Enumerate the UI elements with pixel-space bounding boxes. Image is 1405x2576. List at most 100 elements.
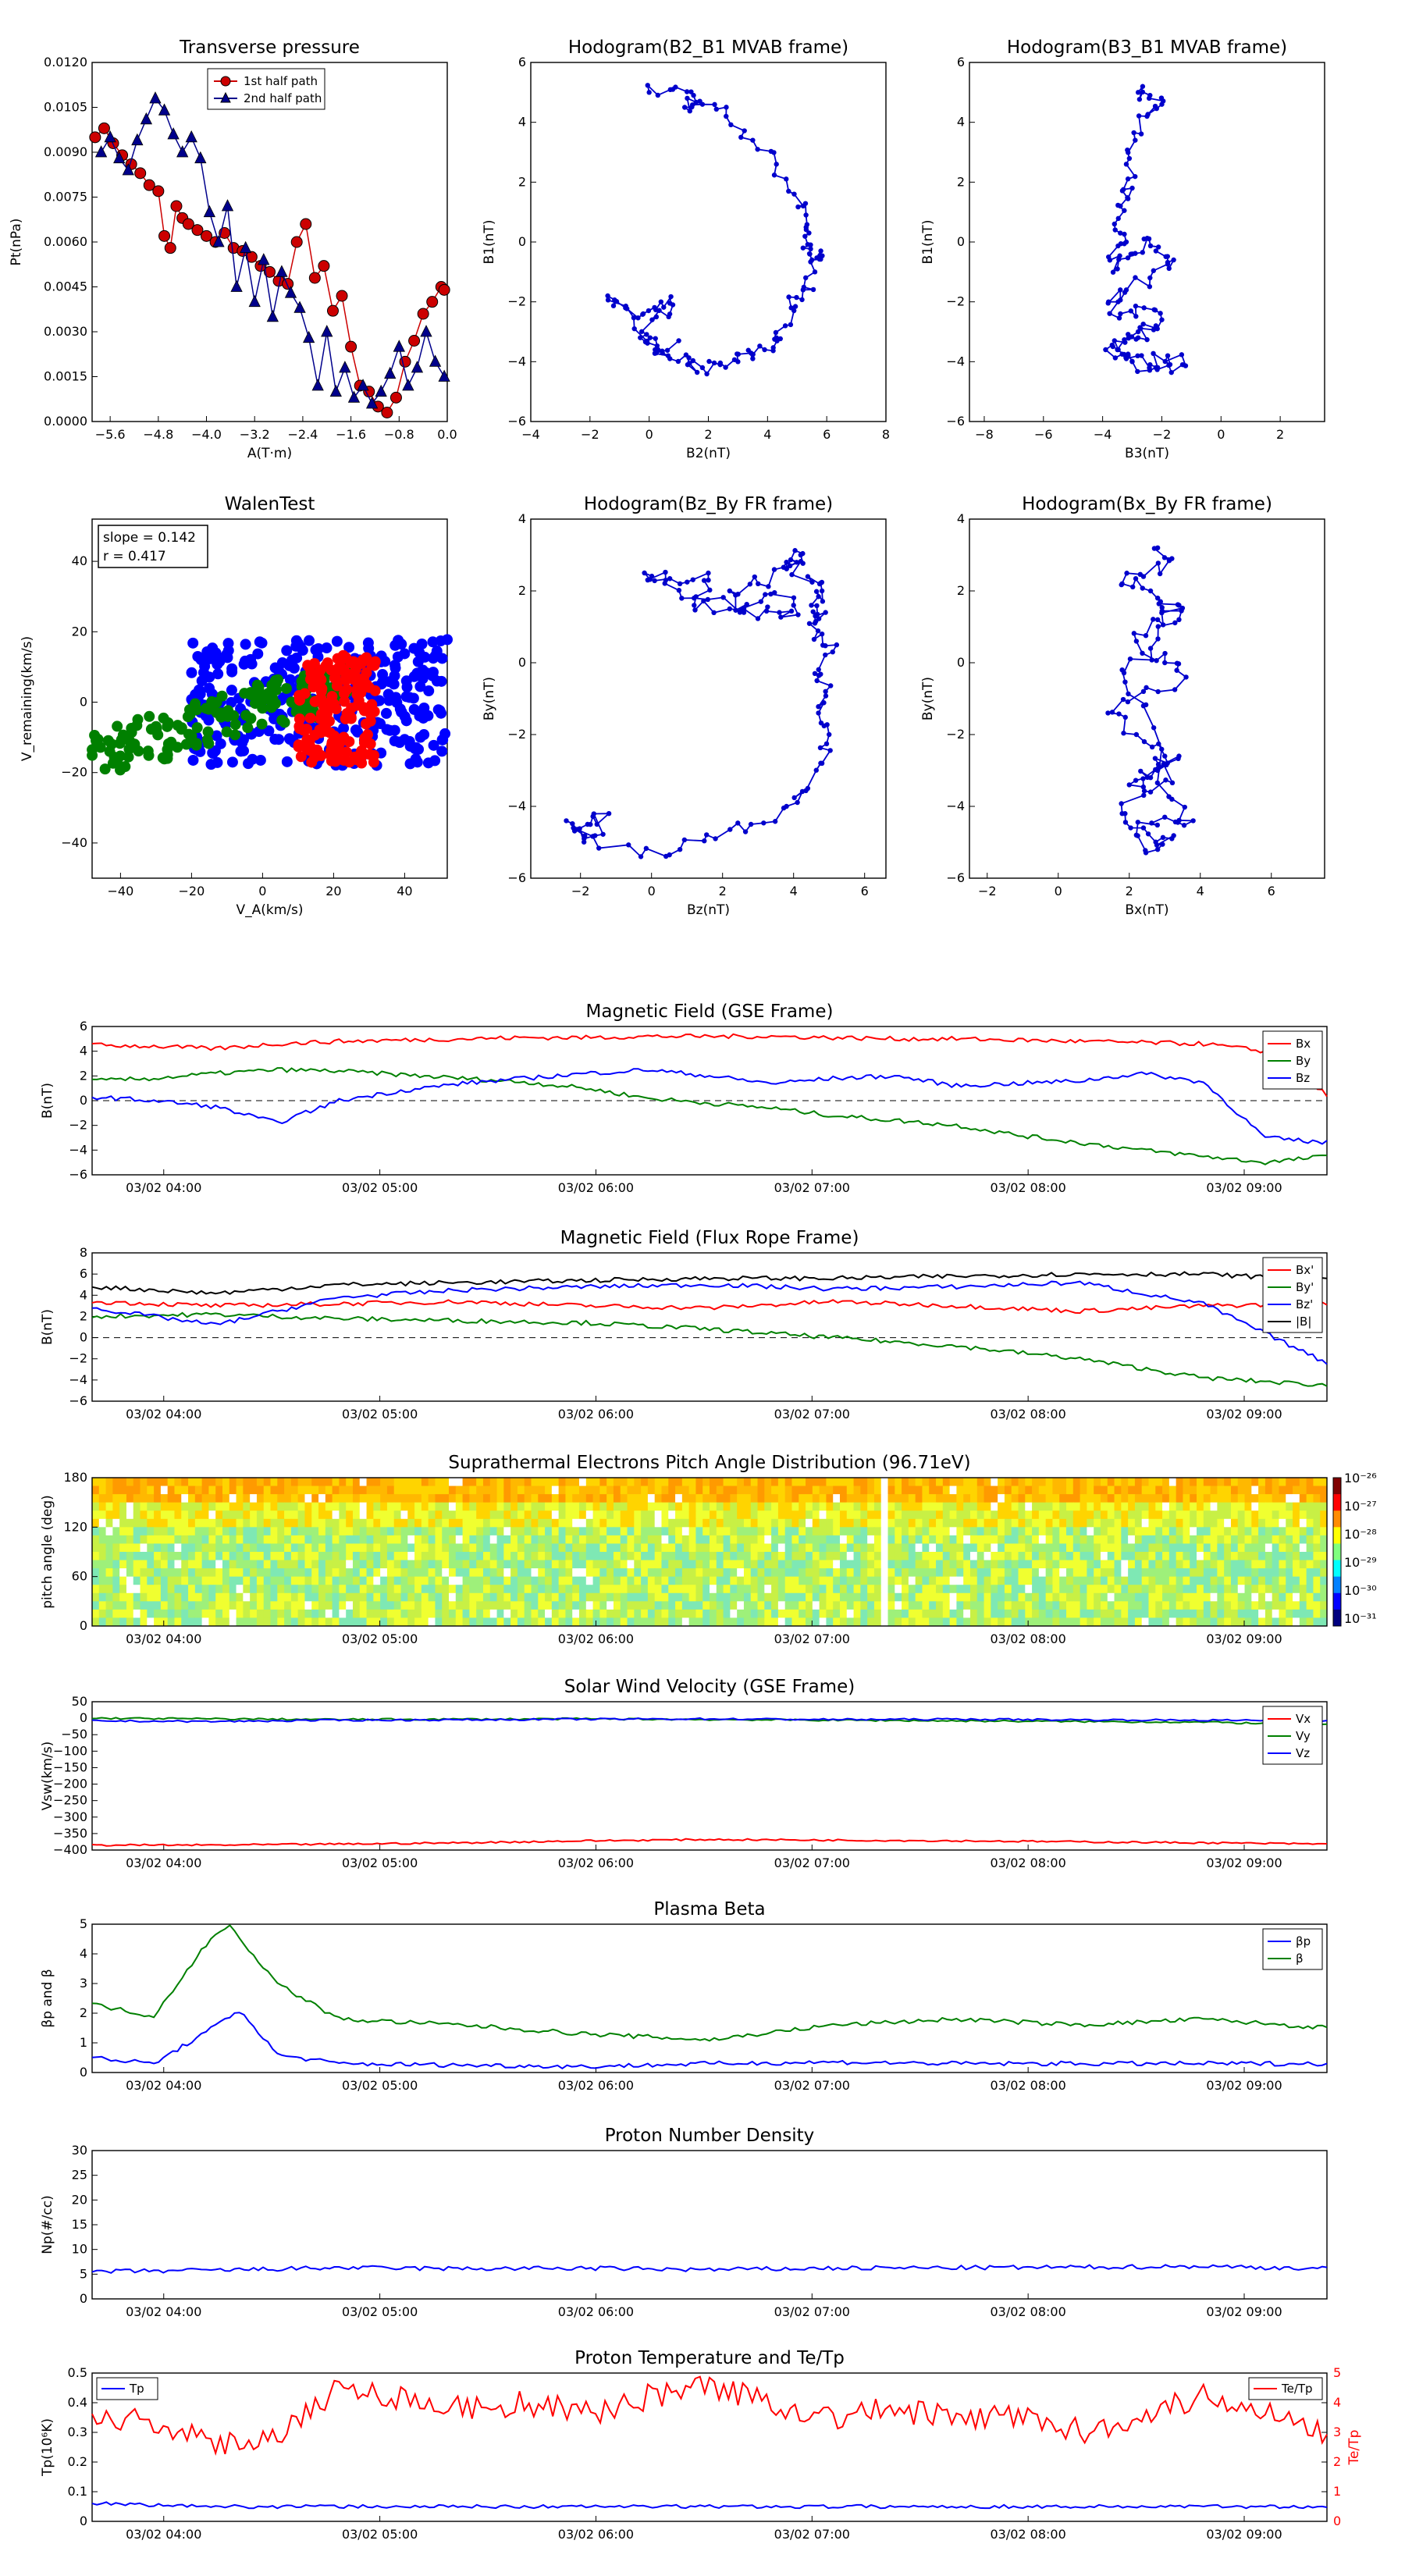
bfr-ytick-label: −4: [69, 1372, 87, 1387]
pad-cell: [936, 1543, 944, 1553]
h3-trace: [566, 550, 838, 858]
pad-cell: [936, 1510, 944, 1520]
h2-point: [1165, 262, 1171, 267]
pad-cell: [297, 1576, 305, 1585]
pad-cell: [963, 1510, 971, 1520]
pad-cell: [730, 1494, 738, 1503]
pad-cell: [1004, 1518, 1012, 1528]
h4-point: [1120, 696, 1126, 703]
pad-cell: [215, 1478, 223, 1487]
pad-cell: [352, 1568, 361, 1578]
pad-cell: [290, 1601, 299, 1610]
pad-cell: [435, 1543, 443, 1553]
h2-point: [1123, 287, 1129, 293]
pad-cell: [462, 1585, 470, 1594]
pad-cell: [105, 1502, 113, 1511]
h1-ytick-label: −6: [507, 414, 526, 429]
pad-cell: [1018, 1576, 1026, 1585]
pad-cell: [1286, 1478, 1293, 1487]
pad-cell: [723, 1568, 731, 1578]
h3-point: [755, 616, 761, 621]
h3-point: [588, 821, 593, 827]
pad-cell: [270, 1543, 278, 1553]
pad-cell: [105, 1552, 113, 1561]
pad-cell: [1197, 1502, 1204, 1511]
h3-point: [727, 606, 732, 612]
pad-cell: [359, 1617, 368, 1627]
pad-cell: [1251, 1543, 1259, 1553]
pad-cell: [105, 1585, 113, 1594]
pad-cell: [565, 1518, 573, 1528]
pad-cell: [290, 1518, 299, 1528]
h1-xtick-label: 4: [763, 427, 771, 442]
pad-cell: [1155, 1609, 1163, 1618]
pad-cell: [297, 1502, 305, 1511]
pad-cell: [531, 1518, 539, 1528]
pad-cell: [984, 1494, 991, 1503]
pad-cell: [558, 1609, 566, 1618]
h3-point: [794, 560, 799, 565]
pad-cell: [873, 1543, 882, 1553]
h2-point: [1118, 287, 1123, 293]
h4-title: Hodogram(Bx_By FR frame): [1022, 494, 1272, 514]
pad-cell: [743, 1592, 752, 1602]
pad-cell: [627, 1535, 635, 1544]
pad-cell: [222, 1502, 230, 1511]
pad-cell: [304, 1527, 312, 1536]
pad-cell: [386, 1601, 395, 1610]
pad-cell: [462, 1609, 470, 1618]
pad-cell: [634, 1592, 642, 1602]
pad-cell: [668, 1478, 676, 1487]
pad-cell: [435, 1592, 443, 1602]
pad-cell: [98, 1585, 107, 1594]
pad-cell: [627, 1592, 635, 1602]
pad-cell: [236, 1560, 244, 1569]
pad-cell: [1032, 1592, 1040, 1602]
pad-cell: [215, 1568, 223, 1578]
tp2-ytick-label: 0.2: [68, 2454, 87, 2469]
h3-point: [643, 845, 649, 852]
h2-point: [1116, 315, 1122, 321]
pad-cell: [585, 1527, 594, 1536]
pad-cell: [243, 1543, 251, 1553]
walen-point: [417, 664, 429, 676]
pad-cell: [839, 1576, 848, 1585]
pad-cell: [154, 1494, 162, 1503]
pad-cell: [963, 1576, 971, 1585]
pad-cell: [956, 1502, 964, 1511]
tp-point-2nd: [384, 366, 397, 379]
pad-cell: [915, 1485, 923, 1495]
tp2-xtick-label: 03/02 05:00: [342, 2527, 418, 2542]
pad-cell: [489, 1535, 498, 1544]
pad-cell: [243, 1510, 251, 1520]
pad-cell: [284, 1518, 292, 1528]
bfr-legend-label: |B|: [1296, 1315, 1311, 1329]
pad-cell: [929, 1576, 937, 1585]
h2-point: [1133, 275, 1138, 280]
h3-point: [827, 731, 832, 738]
pad-cell: [428, 1478, 436, 1487]
pad-cell: [407, 1535, 415, 1544]
pad-cell: [1217, 1576, 1225, 1585]
tp-xlabel: A(T·m): [247, 446, 292, 461]
h2-xlabel: B3(nT): [1125, 446, 1169, 461]
h2-point: [1146, 236, 1152, 242]
walen-point: [211, 730, 222, 742]
pad-cell: [332, 1527, 340, 1536]
pad-cell: [1128, 1543, 1136, 1553]
pad-cell: [702, 1609, 710, 1618]
pad-cell: [545, 1568, 553, 1578]
pad-cell: [1141, 1568, 1149, 1578]
pad-cell: [668, 1535, 676, 1544]
pad-cell: [201, 1560, 209, 1569]
walen-point: [190, 738, 202, 749]
walen-point: [269, 734, 281, 745]
h1-point: [706, 358, 712, 365]
pad-cell: [984, 1617, 991, 1627]
pad-cell: [613, 1543, 621, 1553]
pad-cell: [579, 1592, 587, 1602]
pad-cell: [215, 1502, 223, 1511]
pad-cell: [1224, 1560, 1232, 1569]
pad-cell: [641, 1518, 649, 1528]
pad-cell: [373, 1485, 381, 1495]
